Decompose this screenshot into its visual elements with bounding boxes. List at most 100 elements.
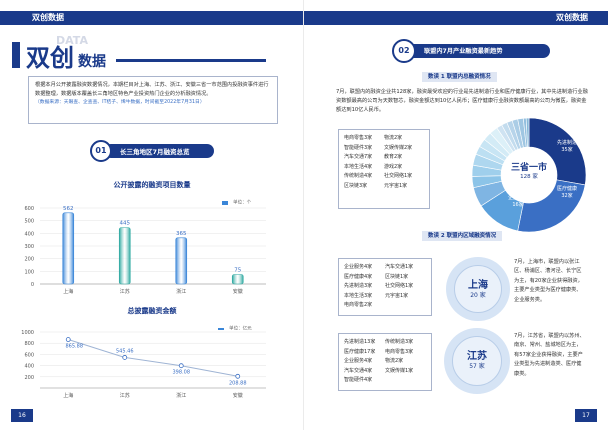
section2-heading: 02 联盟内7月产业融资最新趋势: [392, 39, 552, 63]
shanghai-list-row: 医疗健康4家 区块链1家: [344, 273, 426, 283]
chart2-xtick: 安徽: [233, 392, 243, 399]
jiangsu-name: 江苏: [467, 351, 487, 362]
chart1-ytick: 300: [24, 244, 34, 250]
industry-list-item: 本地生活4家: [344, 163, 373, 170]
chart2-ytick: 1000: [21, 330, 34, 336]
industry-list-item: 电商零售3家: [344, 135, 373, 141]
chart2-point: [65, 337, 71, 342]
industry-list-item: 汽车交通7家: [344, 154, 373, 161]
intro-source: （数据来源：天眼查、企查查、IT桔子、烯牛数据，时间截至2022年7月31日）: [35, 100, 205, 106]
chart2-xtick: 上海: [63, 392, 73, 399]
jiangsu-list-item: 汽车交通4家: [344, 367, 373, 374]
chart2-title: 总披露融资金额: [127, 307, 177, 315]
jiangsu-list-item: 医疗健康17家: [344, 348, 376, 355]
chart1-ytick: 600: [24, 206, 34, 212]
header-bar-right: 双创数据: [304, 11, 608, 25]
shanghai-list-item: 汽车交通1家: [385, 264, 414, 270]
donut-center-count: 128 家: [520, 174, 538, 180]
chart1-bar: [232, 274, 244, 284]
jiangsu-list-row: 先进制造13家 传统制造3家: [344, 338, 426, 348]
shanghai-text: 7月，上海市，联盟内以张江区、杨浦区、漕河泾、长宁区为主，有20家企业获得融资，…: [514, 259, 583, 303]
stat1-text: 7月，联盟内的融资企业共128家，融资最受欢迎的行业是先进制造行业和医疗健康行业…: [336, 89, 588, 113]
chart2-line: [68, 339, 238, 377]
chart1-bar-outline: [231, 274, 244, 285]
section2-title: 联盟内7月产业融资最新趋势: [424, 48, 503, 55]
chart2-ytick: 600: [24, 352, 34, 358]
chart2-data-label: 865.88: [66, 344, 84, 350]
hero-watermark: DATA: [56, 34, 88, 47]
header-bar: 双创数据: [0, 11, 304, 25]
chart2-point: [122, 355, 128, 360]
jiangsu-list-item: 先进制造13家: [344, 339, 376, 345]
industry-list-row: 汽车交通7家 教育2家: [344, 153, 424, 163]
industry-list-item: 区块链3家: [344, 182, 368, 189]
chart1-bar: [62, 212, 74, 284]
header-title-right: 双创数据: [556, 13, 588, 22]
industry-list-item: 传统制造4家: [344, 173, 373, 180]
donut-label-healthcare: 医疗健康 32家: [552, 186, 582, 200]
section1-heading: 01 长三角地区7月融资总览: [90, 140, 216, 162]
chart1-ytick: 200: [24, 257, 34, 263]
hero-accent-bar: [12, 42, 20, 68]
industry-list-row: 本地生活4家 游戏2家: [344, 163, 424, 173]
section2-badge: [392, 39, 416, 63]
section2-pill: [406, 44, 550, 58]
industry-donut: [471, 117, 587, 233]
donut-label-services: 企业服务 16家: [503, 195, 533, 209]
chart1-ytick: 0: [31, 282, 34, 288]
shanghai-list: 企业服务4家 汽车交通1家 医疗健康4家 区块链1家 先进制造3家 社交网络1家 本地生活3…: [338, 258, 432, 316]
jiangsu-list-row: 企业服务4家 物流2家: [344, 357, 426, 367]
donut-label-manufacturing-count: 35家: [561, 147, 573, 153]
intro-text: 根据本月公开披露融资数据情况，本期栏目对上海、江苏、浙江、安徽三省一市范围内投融…: [35, 82, 269, 97]
jiangsu-list-item: 企业服务4家: [344, 358, 373, 365]
chart1-xtick: 江苏: [120, 288, 130, 295]
chart2-xtick: 江苏: [120, 392, 130, 399]
shanghai-list-row: 企业服务4家 汽车交通1家: [344, 263, 426, 273]
stat2-label: 数读 2 联盟内区域融资情况: [422, 231, 503, 241]
jiangsu-circle-inner: [452, 336, 502, 386]
chart2-point: [178, 363, 184, 369]
donut-label-healthcare-name: 医疗健康: [556, 186, 577, 192]
hero-underline: [116, 59, 266, 62]
chart1-ytick: 400: [24, 231, 34, 237]
industry-list-row: 传统制造4家 社交网络1家: [344, 172, 424, 182]
chart1-legend-text: 单位：个: [233, 200, 252, 206]
jiangsu-list-item: 传统制造3家: [385, 339, 414, 345]
industry-list-item: 社交网络1家: [384, 173, 413, 180]
chart2-data-label: 208.88: [229, 380, 247, 386]
chart1-data-label: 562: [63, 206, 74, 212]
chart1-bar: [175, 237, 187, 284]
jiangsu-list-row: 智能硬件4家: [344, 376, 426, 386]
page-number-left: 16: [11, 409, 33, 422]
chart2-ytick: 400: [24, 364, 34, 370]
section1-pill: [104, 144, 214, 158]
jiangsu-list: 先进制造13家 传统制造3家医疗健康17家 电商零售3家 企业服务4家 物流2家 汽车交通…: [338, 333, 432, 391]
right-page: 双创数据 02 联盟内7月产业融资最新趋势 数读 1 联盟内总融资情况 7月，联…: [304, 0, 608, 430]
chart2-legend-swatch: [218, 327, 224, 330]
donut-center-title: 三省一市: [510, 163, 547, 173]
jiangsu-list-row: 医疗健康17家 电商零售3家: [344, 348, 426, 358]
shanghai-list-item: 电商零售2家: [344, 302, 373, 309]
hero-title-main: 双创: [26, 44, 74, 72]
chart1-xtick: 安徽: [233, 288, 243, 295]
chart2-point: [235, 373, 241, 379]
bar-chart: 0 100 200 300 400 500 600 562 上海 445 江苏 365 浙江 75 安徽: [24, 206, 266, 295]
shanghai-list-item: 区块链1家: [385, 273, 409, 280]
left-page: 双创数据 双创 数据 DATA 根据本月公开披露融资数据情况，本期栏目对上海、江苏…: [0, 11, 304, 422]
hero-title-sub: 数据: [78, 54, 106, 70]
shanghai-count: 20 家: [470, 292, 486, 299]
industry-list-item: 物流2家: [384, 135, 403, 141]
header-title: 双创数据: [32, 13, 64, 22]
chart1-xtick: 浙江: [176, 288, 186, 295]
chart1-xtick: 上海: [63, 288, 73, 295]
shanghai-circle-inner: [454, 265, 502, 313]
shanghai-list-item: [385, 301, 426, 311]
industry-list-item: 文娱传媒2家: [384, 144, 413, 151]
industry-list-item: 智能硬件3家: [344, 144, 373, 151]
shanghai-list-item: 先进制造3家: [344, 283, 373, 290]
section1-title: 长三角地区7月融资总览: [120, 148, 190, 156]
chart2-data-label: 398.08: [173, 370, 191, 376]
chart2-xtick: 浙江: [176, 392, 186, 399]
industry-list-row: 区块链3家 元宇宙1家: [344, 182, 424, 192]
donut-label-services-name: 企业服务: [507, 195, 528, 201]
